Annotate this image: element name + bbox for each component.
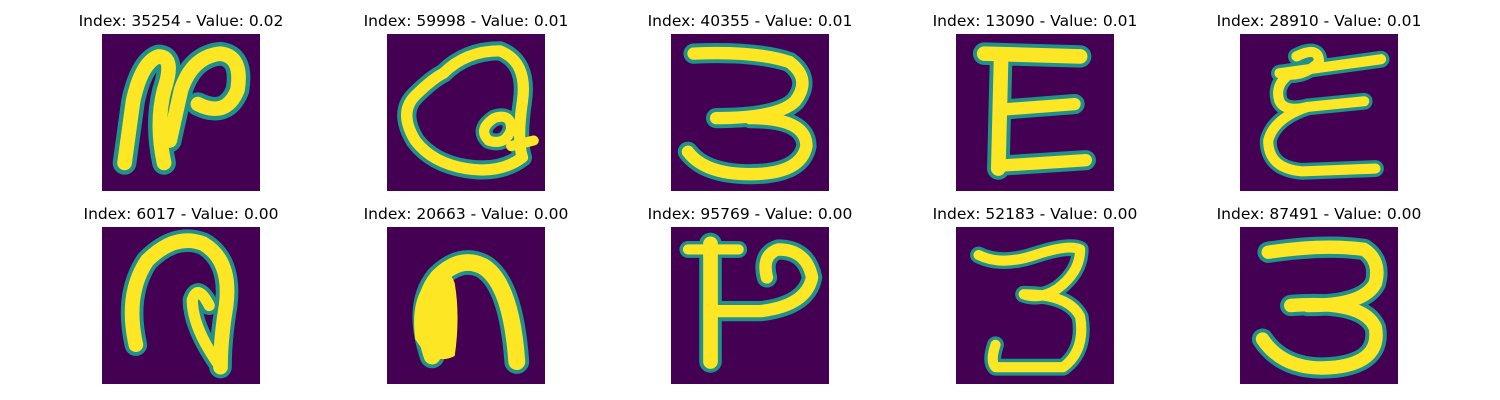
- image-panel-5: Index: 28910 - Value: 0.01: [1199, 12, 1439, 192]
- image-panel-3: Index: 40355 - Value: 0.01: [630, 12, 870, 192]
- image-panel-6: Index: 6017 - Value: 0.00: [61, 205, 301, 385]
- image-panel-4: Index: 13090 - Value: 0.01: [915, 12, 1155, 192]
- image-panel-9: Index: 52183 - Value: 0.00: [915, 205, 1155, 385]
- handwritten-character-arch-icon: [387, 227, 545, 384]
- panel-title: Index: 52183 - Value: 0.00: [932, 205, 1138, 223]
- handwritten-character-loop-down-icon: [102, 227, 260, 384]
- handwritten-character-ring-icon: [387, 34, 545, 191]
- handwritten-character-curly-e-icon: [1240, 34, 1398, 191]
- panel-title: Index: 20663 - Value: 0.00: [363, 205, 569, 223]
- panel-title: Index: 40355 - Value: 0.01: [647, 12, 853, 30]
- image-panel-1: Index: 35254 - Value: 0.02: [61, 12, 301, 192]
- image-panel-7: Index: 20663 - Value: 0.00: [346, 205, 586, 385]
- panel-title: Index: 35254 - Value: 0.02: [78, 12, 284, 30]
- panel-title: Index: 6017 - Value: 0.00: [83, 205, 279, 223]
- image-panel-2: Index: 59998 - Value: 0.01: [346, 12, 586, 192]
- handwritten-character-p-icon: [671, 227, 829, 384]
- image-panel-8: Index: 95769 - Value: 0.00: [630, 205, 870, 385]
- handwritten-character-three-icon: [956, 227, 1114, 384]
- handwritten-character-three-icon: [1240, 227, 1398, 384]
- panel-title: Index: 28910 - Value: 0.01: [1216, 12, 1422, 30]
- panel-title: Index: 95769 - Value: 0.00: [647, 205, 853, 223]
- handwritten-character-three-icon: [671, 34, 829, 191]
- image-panel-10: Index: 87491 - Value: 0.00: [1199, 205, 1439, 385]
- handwritten-character-e-icon: [956, 34, 1114, 191]
- handwritten-character-loop-hook-icon: [102, 34, 260, 191]
- panel-title: Index: 87491 - Value: 0.00: [1216, 205, 1422, 223]
- panel-title: Index: 59998 - Value: 0.01: [363, 12, 569, 30]
- panel-title: Index: 13090 - Value: 0.01: [932, 12, 1138, 30]
